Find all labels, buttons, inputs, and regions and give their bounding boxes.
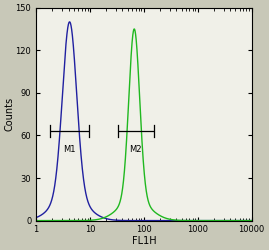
Text: M1: M1 (63, 145, 76, 154)
Text: M2: M2 (130, 145, 142, 154)
Y-axis label: Counts: Counts (4, 97, 14, 131)
X-axis label: FL1H: FL1H (132, 236, 156, 246)
